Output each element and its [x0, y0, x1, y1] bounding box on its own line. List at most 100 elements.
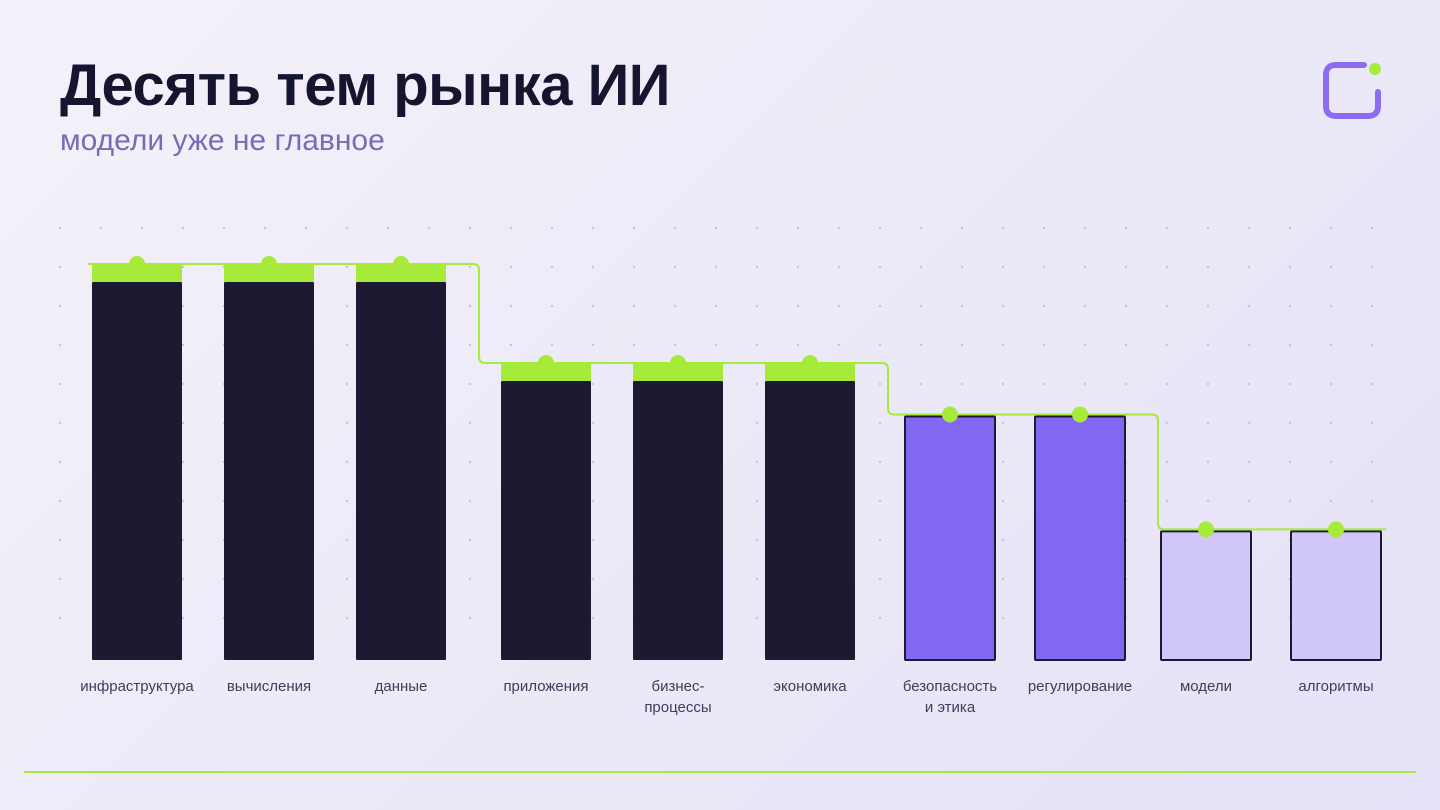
grid-dot	[878, 499, 882, 503]
grid-dot	[1083, 304, 1087, 308]
data-point	[538, 355, 554, 371]
grid-dot	[714, 265, 718, 269]
grid-dot	[591, 304, 595, 308]
grid-dot	[1165, 421, 1169, 425]
grid-dot	[468, 304, 472, 308]
bar	[92, 282, 182, 660]
grid-dot	[714, 226, 718, 230]
grid-dot	[1124, 382, 1128, 386]
data-point	[1198, 521, 1214, 538]
grid-dot	[181, 265, 185, 269]
grid-dot	[1001, 265, 1005, 269]
grid-dot	[591, 460, 595, 464]
grid-dot	[1165, 382, 1169, 386]
grid-dot	[550, 343, 554, 347]
grid-dot	[222, 226, 226, 230]
grid-dot	[468, 382, 472, 386]
grid-dot	[1370, 460, 1374, 464]
grid-dot	[1247, 343, 1251, 347]
grid-dot	[1001, 304, 1005, 308]
grid-dot	[1288, 226, 1292, 230]
grid-dot	[1083, 382, 1087, 386]
grid-dot	[1001, 499, 1005, 503]
grid-dot	[1288, 265, 1292, 269]
grid-dot	[755, 265, 759, 269]
grid-dot	[1288, 421, 1292, 425]
grid-dot	[878, 616, 882, 620]
grid-dot	[99, 226, 103, 230]
grid-dot	[140, 226, 144, 230]
grid-dot	[181, 304, 185, 308]
bar-cap	[765, 363, 855, 381]
grid-dot	[1001, 577, 1005, 581]
grid-dot	[550, 265, 554, 269]
grid-dot	[1001, 538, 1005, 542]
data-point	[129, 256, 145, 272]
grid-dot	[673, 226, 677, 230]
grid-dot	[673, 304, 677, 308]
grid-dot	[1370, 304, 1374, 308]
data-point	[802, 355, 818, 371]
grid-dot	[1206, 421, 1210, 425]
grid-dot	[345, 226, 349, 230]
grid-dot	[58, 499, 62, 503]
bar	[765, 381, 855, 660]
grid-dot	[1247, 265, 1251, 269]
grid-dot	[1124, 226, 1128, 230]
grid-dot	[796, 304, 800, 308]
grid-dot	[345, 460, 349, 464]
grid-dot	[591, 265, 595, 269]
page-title: Десять тем рынка ИИ	[60, 53, 670, 118]
grid-dot	[878, 265, 882, 269]
grid-dot	[509, 226, 513, 230]
grid-dot	[58, 343, 62, 347]
grid-dot	[345, 343, 349, 347]
grid-dot	[58, 421, 62, 425]
grid-dot	[1165, 460, 1169, 464]
grid-dot	[755, 343, 759, 347]
grid-dot	[837, 265, 841, 269]
x-tick-label: приложения	[503, 678, 588, 695]
grid-dot	[919, 343, 923, 347]
grid-dot	[714, 304, 718, 308]
grid-dot	[878, 226, 882, 230]
grid-dot	[878, 382, 882, 386]
grid-dot	[1329, 499, 1333, 503]
grid-dot	[345, 382, 349, 386]
grid-dot	[1370, 265, 1374, 269]
grid-dot	[878, 460, 882, 464]
grid-dot	[632, 304, 636, 308]
grid-dot	[1329, 343, 1333, 347]
data-point	[942, 406, 958, 423]
grid-dot	[755, 460, 759, 464]
grid-dot	[755, 226, 759, 230]
grid-dot	[468, 265, 472, 269]
grid-dot	[1165, 226, 1169, 230]
grid-dot	[673, 265, 677, 269]
grid-dot	[427, 226, 431, 230]
bar-cap	[224, 264, 314, 282]
grid-dot	[1247, 421, 1251, 425]
grid-dot	[591, 343, 595, 347]
x-tick-label: и этика	[925, 699, 976, 716]
bar-cap	[501, 363, 591, 381]
grid-dot	[1165, 499, 1169, 503]
grid-dot	[1165, 304, 1169, 308]
x-tick-label: алгоритмы	[1298, 678, 1373, 695]
grid-dot	[591, 226, 595, 230]
grid-dot	[755, 499, 759, 503]
bar	[904, 415, 996, 662]
x-tick-label: процессы	[644, 699, 711, 716]
grid-dot	[1001, 382, 1005, 386]
bar	[1160, 530, 1252, 661]
grid-dot	[345, 538, 349, 542]
grid-dot	[878, 421, 882, 425]
grid-dot	[1329, 421, 1333, 425]
bar	[501, 381, 591, 660]
grid-dot	[1288, 304, 1292, 308]
grid-dot	[468, 616, 472, 620]
grid-dot	[345, 421, 349, 425]
grid-dot	[1247, 382, 1251, 386]
grid-dot	[58, 460, 62, 464]
grid-dot	[181, 616, 185, 620]
